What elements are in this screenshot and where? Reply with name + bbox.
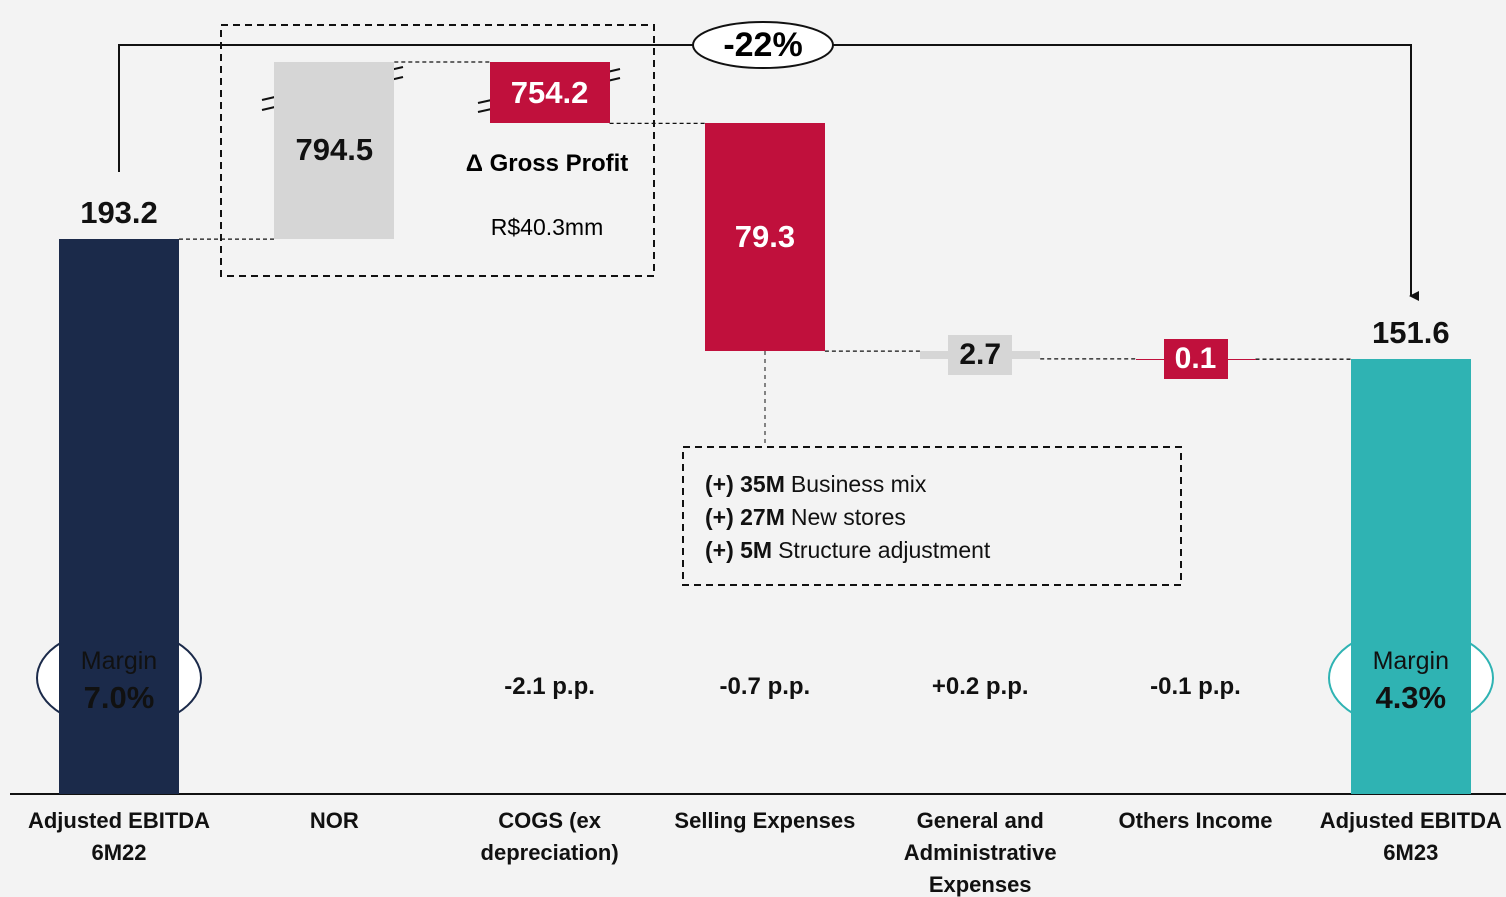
x-tick-label: NOR: [309, 808, 359, 833]
value-label: 151.6: [1372, 314, 1450, 350]
note: (+) 35M Business mix: [705, 468, 990, 501]
bar: [274, 62, 395, 240]
note-text: Business mix: [790, 471, 927, 497]
margin-label: Margin: [1372, 647, 1449, 675]
x-tick-label: Adjusted EBITDA 6M23: [1319, 808, 1502, 865]
value-label: 193.2: [80, 195, 158, 231]
note-text: New stores: [790, 504, 906, 530]
bar: [59, 239, 179, 794]
margin-change: +0.2 p.p.: [931, 673, 1029, 700]
note: (+) 27M New stores: [705, 501, 990, 534]
bar: [704, 123, 825, 352]
gross-profit-value: R$40.3mm: [490, 214, 604, 240]
gross-profit-box: [220, 24, 655, 277]
margin-change: -2.1 p.p.: [504, 673, 595, 700]
bar: [1350, 358, 1471, 794]
x-tick-label: Selling Expenses: [674, 808, 856, 833]
gross-profit-title: Δ Gross Profit: [465, 150, 629, 177]
note-amount: (+) 5M: [705, 537, 773, 563]
margin-change: -0.7 p.p.: [719, 673, 811, 700]
notes-box: [682, 446, 1182, 586]
bar: [489, 62, 610, 124]
change-bubble: [692, 21, 834, 69]
margin-value: 7.0%: [83, 680, 155, 715]
note: (+) 5M Structure adjustment: [705, 534, 990, 567]
change-label: -22%: [723, 26, 803, 64]
value-label: 0.1: [1163, 339, 1228, 380]
value-label: 79.3: [734, 219, 796, 255]
note-amount: (+) 35M: [705, 471, 785, 497]
note-amount: (+) 27M: [705, 504, 785, 530]
x-tick-label: Others Income: [1118, 808, 1273, 833]
margin-label: Margin: [80, 647, 158, 675]
x-tick-label: Adjusted EBITDA 6M22: [27, 808, 211, 865]
x-tick-label: General and Administrative Expenses: [903, 808, 1057, 897]
value-label: 754.2: [510, 74, 589, 110]
notes: (+) 35M Business mix (+) 27M New stores (+) …: [705, 468, 990, 567]
x-tick-label: COGS (ex depreciation): [480, 808, 619, 865]
value-label: 2.7: [948, 335, 1013, 375]
value-label: 794.5: [295, 132, 374, 167]
margin-change: -0.1 p.p.: [1150, 673, 1241, 700]
note-text: Structure adjustment: [778, 537, 991, 563]
margin-value: 4.3%: [1375, 680, 1447, 715]
